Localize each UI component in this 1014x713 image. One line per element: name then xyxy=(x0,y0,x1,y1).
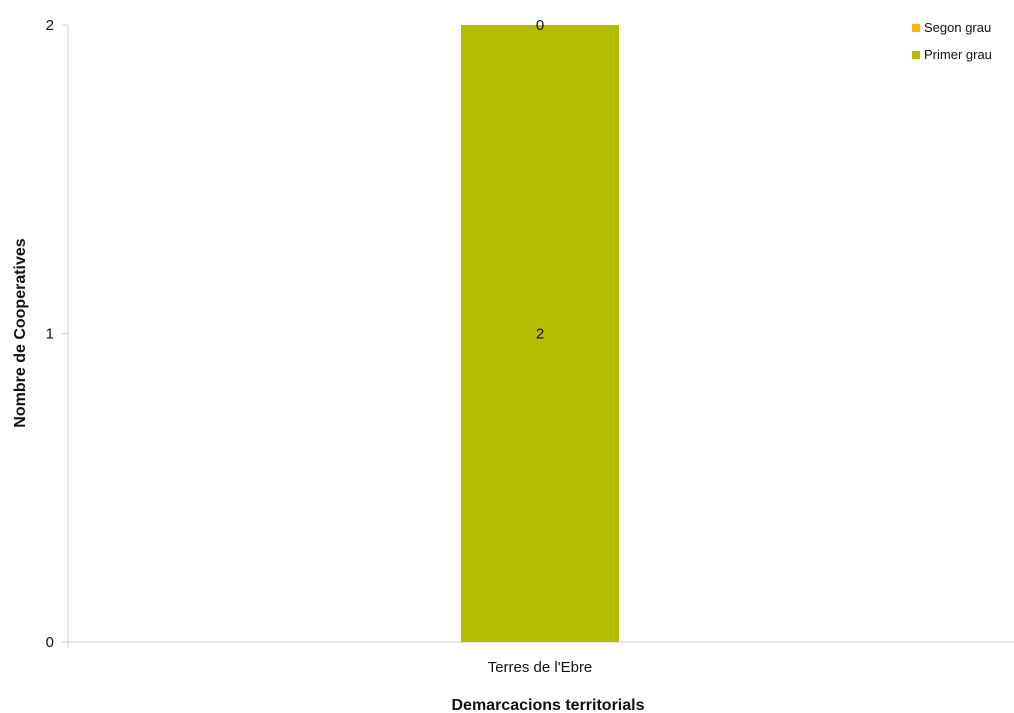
bars-layer xyxy=(461,25,619,642)
data-label-primer-grau: 2 xyxy=(536,326,544,343)
axes-layer: 0 1 2 Terres de l'Ebre xyxy=(46,17,1014,676)
legend-swatch-segon-grau xyxy=(912,24,920,32)
x-tick-label: Terres de l'Ebre xyxy=(488,659,593,676)
data-label-segon-grau: 0 xyxy=(536,17,544,34)
x-axis-title: Demarcacions territorials xyxy=(452,697,645,713)
y-tick-label: 1 xyxy=(46,326,54,343)
y-tick-label: 2 xyxy=(46,17,54,34)
legend-label-segon-grau: Segon grau xyxy=(924,20,991,35)
legend-label-primer-grau: Primer grau xyxy=(924,47,992,62)
legend: Segon grau Primer grau xyxy=(912,20,992,62)
y-axis-title: Nombre de Cooperatives xyxy=(12,238,29,427)
data-labels-layer: 20 xyxy=(536,17,544,343)
y-tick-label: 0 xyxy=(46,634,54,651)
legend-swatch-primer-grau xyxy=(912,51,920,59)
bar-primer-grau xyxy=(461,25,619,642)
